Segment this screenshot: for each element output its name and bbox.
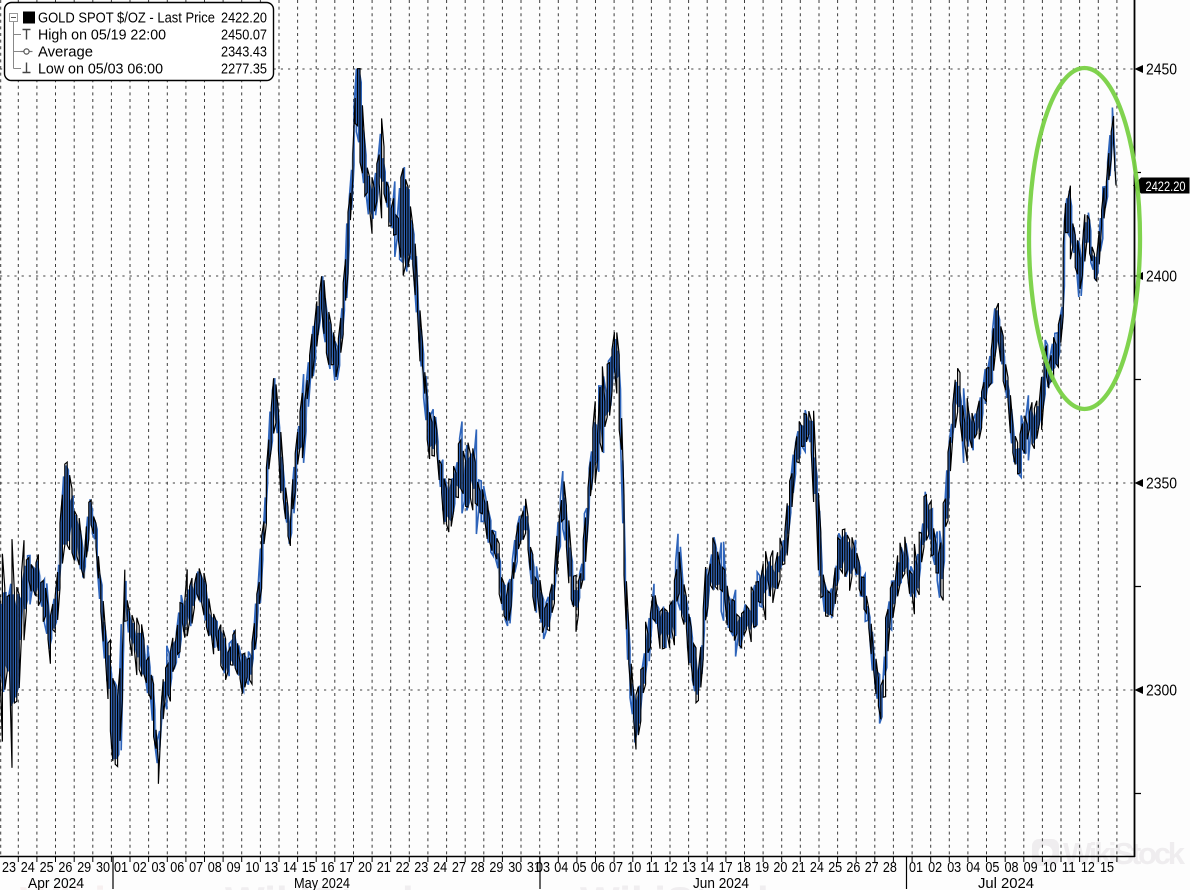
svg-text:2450: 2450	[1146, 62, 1177, 79]
svg-text:May 2024: May 2024	[294, 875, 350, 890]
svg-text:29: 29	[77, 859, 91, 876]
svg-text:25: 25	[828, 859, 842, 876]
svg-text:24: 24	[433, 859, 447, 876]
svg-text:03: 03	[536, 859, 550, 876]
svg-text:03: 03	[152, 859, 166, 876]
svg-text:2450.07: 2450.07	[221, 28, 267, 44]
svg-text:2350: 2350	[1146, 476, 1177, 493]
svg-text:21: 21	[377, 859, 391, 876]
svg-text:2422.20: 2422.20	[221, 11, 267, 27]
svg-text:11: 11	[646, 859, 660, 876]
svg-text:16: 16	[321, 859, 335, 876]
svg-text:31: 31	[527, 859, 541, 876]
svg-text:18: 18	[737, 859, 751, 876]
svg-text:15: 15	[302, 859, 316, 876]
svg-text:WikiStock: WikiStock	[1063, 836, 1186, 871]
svg-text:04: 04	[966, 859, 980, 876]
svg-text:09: 09	[1024, 859, 1038, 876]
svg-text:2343.43: 2343.43	[221, 45, 267, 61]
svg-text:Apr 2024: Apr 2024	[28, 875, 84, 890]
svg-text:20: 20	[358, 859, 372, 876]
svg-text:11: 11	[1062, 859, 1076, 876]
svg-text:12: 12	[1081, 859, 1095, 876]
svg-text:Jun 2024: Jun 2024	[693, 875, 749, 890]
svg-text:High on 05/19 22:00: High on 05/19 22:00	[38, 28, 166, 44]
svg-text:13: 13	[682, 859, 696, 876]
svg-text:04: 04	[554, 859, 568, 876]
svg-text:12: 12	[664, 859, 678, 876]
svg-text:13: 13	[264, 859, 278, 876]
svg-text:20: 20	[773, 859, 787, 876]
svg-text:02: 02	[133, 859, 147, 876]
svg-text:17: 17	[719, 859, 733, 876]
svg-text:24: 24	[21, 859, 35, 876]
svg-text:05: 05	[573, 859, 587, 876]
svg-text:2277.35: 2277.35	[221, 62, 267, 78]
svg-text:10: 10	[627, 859, 641, 876]
svg-text:27: 27	[452, 859, 466, 876]
svg-text:19: 19	[755, 859, 769, 876]
svg-text:08: 08	[208, 859, 222, 876]
svg-text:28: 28	[471, 859, 485, 876]
svg-text:24: 24	[810, 859, 824, 876]
svg-text:14: 14	[283, 859, 297, 876]
svg-text:03: 03	[947, 859, 961, 876]
svg-text:26: 26	[58, 859, 72, 876]
svg-text:Low on 05/03 06:00: Low on 05/03 06:00	[38, 62, 163, 78]
svg-text:23: 23	[414, 859, 428, 876]
svg-text:Wiki: Wiki	[20, 878, 106, 890]
svg-text:02: 02	[928, 859, 942, 876]
svg-text:06: 06	[170, 859, 184, 876]
svg-text:21: 21	[792, 859, 806, 876]
svg-text:30: 30	[508, 859, 522, 876]
svg-text:29: 29	[489, 859, 503, 876]
svg-text:WikiStock: WikiStock	[225, 878, 426, 890]
svg-text:2422.20: 2422.20	[1146, 178, 1186, 194]
svg-text:2400: 2400	[1146, 269, 1177, 286]
svg-text:WikiStock: WikiStock	[580, 878, 781, 890]
svg-text:GOLD SPOT $/OZ - Last Price: GOLD SPOT $/OZ - Last Price	[38, 11, 215, 27]
svg-text:Average: Average	[38, 45, 93, 61]
svg-text:01: 01	[114, 859, 128, 876]
svg-text:07: 07	[189, 859, 203, 876]
svg-text:06: 06	[591, 859, 605, 876]
svg-text:15: 15	[1100, 859, 1114, 876]
svg-text:08: 08	[1005, 859, 1019, 876]
svg-text:30: 30	[96, 859, 110, 876]
svg-text:27: 27	[865, 859, 879, 876]
svg-text:14: 14	[700, 859, 714, 876]
svg-text:25: 25	[40, 859, 54, 876]
svg-text:10: 10	[245, 859, 259, 876]
svg-text:10: 10	[1043, 859, 1057, 876]
svg-text:28: 28	[883, 859, 897, 876]
svg-text:26: 26	[846, 859, 860, 876]
svg-text:05: 05	[985, 859, 999, 876]
svg-text:01: 01	[909, 859, 923, 876]
svg-text:2300: 2300	[1146, 683, 1177, 700]
svg-text:22: 22	[396, 859, 410, 876]
svg-text:23: 23	[2, 859, 16, 876]
svg-text:07: 07	[609, 859, 623, 876]
svg-text:09: 09	[227, 859, 241, 876]
svg-text:Jul 2024: Jul 2024	[978, 875, 1034, 890]
svg-text:17: 17	[339, 859, 353, 876]
